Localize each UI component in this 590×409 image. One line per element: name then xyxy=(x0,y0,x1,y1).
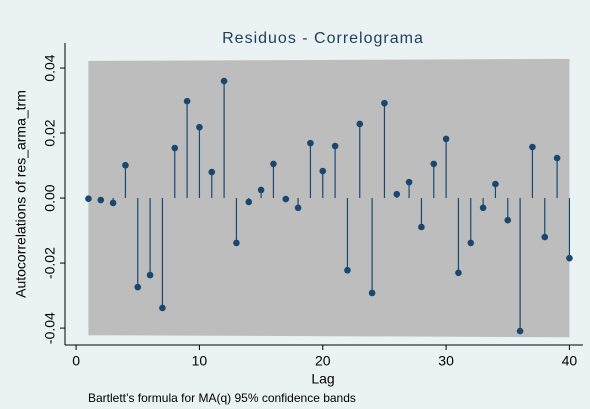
stem-marker xyxy=(196,123,203,131)
chart-title: Residuos - Correlograma xyxy=(222,30,424,47)
confidence-band xyxy=(88,58,570,338)
stem-marker xyxy=(331,142,339,150)
stem-marker xyxy=(393,190,401,198)
stem-marker xyxy=(368,289,376,297)
y-tick-label: 0.04 xyxy=(42,54,58,81)
stem-marker xyxy=(97,196,105,204)
stem-marker xyxy=(467,239,475,247)
x-tick-label: 40 xyxy=(562,353,578,369)
stem-marker xyxy=(270,160,277,168)
stem-marker xyxy=(356,120,364,128)
stem-marker xyxy=(319,167,327,175)
stem-marker xyxy=(134,283,142,291)
note: Bartlett’s formula for MA(q) 95% confide… xyxy=(88,391,356,405)
stem-marker xyxy=(85,195,92,203)
stem-marker xyxy=(233,239,240,247)
stem-marker xyxy=(122,161,129,169)
stem-marker xyxy=(455,269,462,277)
y-tick-label: -0.02 xyxy=(42,247,58,279)
stem-marker xyxy=(208,168,216,176)
stem-marker xyxy=(159,304,166,312)
stem-marker xyxy=(529,143,536,151)
stem-marker xyxy=(257,186,265,194)
y-tick-label: -0.04 xyxy=(42,312,58,344)
stem-marker xyxy=(504,216,512,224)
stem-marker xyxy=(553,154,561,162)
stem-marker xyxy=(541,233,549,241)
stem-marker xyxy=(418,223,425,231)
y-axis-label: Autocorrelations of res_arma_trm xyxy=(13,90,29,298)
stem-marker xyxy=(381,99,388,107)
stem-marker xyxy=(146,271,154,279)
stem-marker xyxy=(344,266,351,274)
stem-marker xyxy=(183,97,191,105)
stem-marker xyxy=(307,139,314,147)
stem-marker xyxy=(245,198,253,206)
stem-marker xyxy=(171,144,179,152)
x-axis-label: Lag xyxy=(311,371,334,387)
x-tick-label: 30 xyxy=(438,353,454,369)
y-tick-label: 0.02 xyxy=(42,119,58,146)
x-tick-label: 20 xyxy=(315,353,331,369)
x-tick-label: 0 xyxy=(72,353,80,369)
stem-marker xyxy=(430,160,438,168)
stem-marker xyxy=(282,195,290,203)
stem-marker xyxy=(294,204,302,212)
stem-marker xyxy=(479,204,487,212)
stem-marker xyxy=(220,77,228,85)
stem-marker xyxy=(405,178,413,186)
stem-marker xyxy=(516,327,524,335)
stem-marker xyxy=(109,199,117,207)
y-tick-label: 0.00 xyxy=(42,184,58,211)
stem-marker xyxy=(492,180,499,188)
x-tick-label: 10 xyxy=(192,353,208,369)
stem-marker xyxy=(566,254,573,262)
stem-marker xyxy=(442,135,450,143)
